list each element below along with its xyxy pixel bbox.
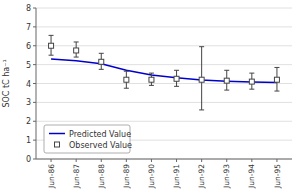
error-bar	[49, 35, 54, 55]
grid-line	[36, 26, 292, 27]
error-bar-cap	[49, 55, 54, 56]
point	[274, 77, 279, 82]
y-axis-label: SOC tC ha⁻¹	[2, 59, 11, 107]
error-bar-cap	[174, 86, 179, 87]
y-tick-label: 3	[26, 98, 31, 107]
y-tick-label: 4	[26, 80, 31, 89]
chart-svg: 0 1 2 3 4 5 6 7 8 Jun-86 Jun-87 Jun-88 Jun-89 Jun-90 J…	[0, 0, 300, 195]
error-bar-cap	[124, 88, 129, 89]
x-tick-label: Jun-90	[147, 164, 156, 189]
error-bar-cap	[99, 69, 104, 70]
error-bar-cap	[249, 89, 254, 90]
grid-line	[36, 64, 292, 65]
point	[124, 77, 129, 82]
error-bar	[249, 73, 254, 89]
point	[224, 78, 229, 83]
y-tick-label: 2	[26, 117, 31, 126]
legend: Predicted Value Observed Value	[44, 125, 132, 153]
legend-swatch	[55, 142, 60, 147]
axes: 0 1 2 3 4 5 6 7 8 Jun-86 Jun-87 Jun-88 Jun-89 Jun-90 J…	[26, 4, 292, 189]
error-bar-cap	[74, 57, 79, 58]
x-tick-label: Jun-89	[122, 164, 131, 189]
x-tick-label: Jun-86	[47, 164, 56, 189]
y-tick-label: 1	[26, 136, 31, 145]
error-bar-cap	[99, 53, 104, 54]
point	[99, 59, 104, 64]
grid-line	[36, 45, 292, 46]
y-tick-label: 8	[26, 4, 31, 13]
x-tick-label: Jun-95	[273, 164, 282, 189]
error-bar-cap	[124, 71, 129, 72]
legend-label: Observed Value	[69, 141, 132, 150]
x-tick-label: Jun-93	[222, 164, 231, 189]
legend-item: Predicted Value	[49, 130, 131, 139]
grid-line	[36, 102, 292, 103]
grid-line	[36, 121, 292, 122]
y-tick-label: 5	[26, 61, 31, 70]
error-bar-cap	[274, 67, 279, 68]
x-axis-line	[36, 159, 292, 160]
data-layer	[49, 35, 280, 110]
grid-line	[36, 159, 292, 160]
error-bar-cap	[199, 46, 204, 47]
error-bar-cap	[199, 109, 204, 110]
point	[74, 48, 79, 53]
line	[51, 59, 277, 83]
error-bar-cap	[224, 70, 229, 71]
error-bar-cap	[149, 85, 154, 86]
point	[174, 76, 179, 81]
x-tick-label: Jun-88	[97, 164, 106, 189]
point	[49, 43, 54, 48]
error-bar	[199, 47, 204, 110]
error-bar-cap	[224, 90, 229, 91]
legend-label: Predicted Value	[69, 130, 131, 139]
error-bar	[224, 70, 229, 90]
y-axis-line	[36, 8, 37, 159]
error-bar-cap	[249, 73, 254, 74]
chart-container: 0 1 2 3 4 5 6 7 8 Jun-86 Jun-87 Jun-88 Jun-89 Jun-90 J…	[0, 0, 300, 195]
y-tick-label: 0	[26, 155, 31, 164]
x-tick-label: Jun-91	[172, 164, 181, 189]
error-bar	[274, 67, 279, 91]
error-bar-cap	[49, 35, 54, 36]
error-bar	[74, 42, 79, 57]
legend-swatch	[49, 133, 65, 135]
legend-item: Observed Value	[55, 141, 133, 150]
x-tick-label: Jun-87	[72, 164, 81, 189]
error-bar-cap	[274, 91, 279, 92]
y-tick-label: 7	[26, 23, 31, 32]
y-tick-label: 6	[26, 42, 31, 51]
x-tick-label: Jun-92	[197, 164, 206, 189]
error-bar	[124, 71, 129, 88]
error-bar	[174, 70, 179, 86]
error-bar-cap	[74, 41, 79, 42]
point	[249, 79, 254, 84]
point	[199, 77, 204, 82]
x-tick-label: Jun-94	[247, 164, 256, 189]
point	[149, 77, 154, 82]
error-bar	[149, 73, 154, 85]
error-bar-cap	[149, 73, 154, 74]
grid-line	[36, 8, 292, 9]
error-bar	[99, 53, 104, 69]
error-bar-cap	[174, 70, 179, 71]
